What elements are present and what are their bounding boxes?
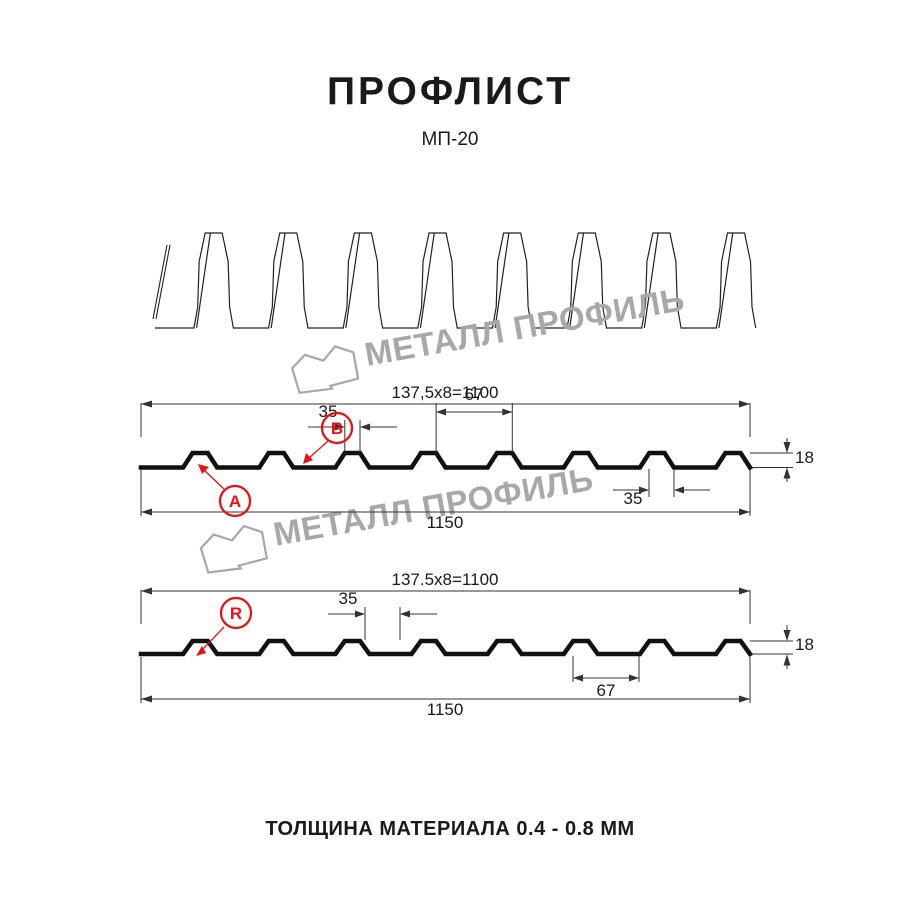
svg-text:137.5x8=1100: 137.5x8=1100 (392, 570, 499, 589)
svg-text:1150: 1150 (427, 700, 464, 719)
svg-text:35: 35 (339, 589, 358, 608)
svg-text:R: R (230, 604, 242, 623)
svg-text:18: 18 (795, 635, 814, 654)
svg-text:67: 67 (597, 681, 616, 700)
